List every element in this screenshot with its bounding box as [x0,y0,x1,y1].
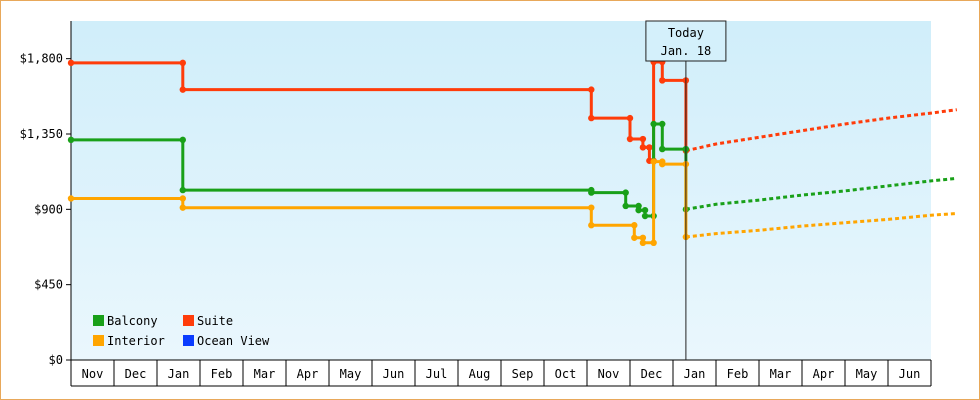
suite-point [646,144,653,151]
month-label: Jun [899,367,921,381]
balcony-point [659,145,666,153]
balcony-point [641,212,649,220]
suite-point [626,114,634,122]
today-callout-date: Jan. 18 [661,44,712,58]
interior-point [639,234,647,241]
month-label: Aug [469,367,491,381]
y-axis: $0 $450 $900 $1,350 $1,800 [20,21,72,367]
suite-point [179,86,186,93]
balcony-point [650,120,657,128]
month-label: May [340,367,362,381]
month-label: Feb [211,367,233,381]
interior-point [639,239,647,247]
legend-label-interior: Interior [107,334,165,348]
legend-swatch-interior [93,335,104,346]
suite-point [659,77,666,84]
interior-point [659,160,666,168]
interior-point [588,204,595,211]
suite-point [179,59,186,67]
month-label: Dec [641,367,663,381]
interior-point [631,234,638,241]
series-lines [67,58,957,247]
suite-point [639,135,647,143]
legend-swatch-balcony [93,315,104,326]
y-tick-label: $900 [34,202,63,216]
interior-point [588,222,595,229]
month-label: Mar [770,367,792,381]
y-tick-label: $0 [49,353,63,367]
month-label: Sep [512,367,534,381]
legend-label-suite: Suite [197,314,233,328]
month-label: Jul [426,367,448,381]
month-label: Jun [383,367,405,381]
balcony-point [659,120,666,128]
legend-swatch-ocean_view [183,335,194,346]
balcony-point [179,136,186,144]
balcony-point [622,202,629,210]
suite-point [639,144,647,151]
month-label: Apr [813,367,835,381]
legend-label-ocean_view: Ocean View [197,334,270,348]
suite-point [588,86,595,93]
interior-point [179,204,186,211]
month-label: May [856,367,878,381]
month-label: Nov [598,367,620,381]
month-label: Jan [684,367,706,381]
balcony-point [622,189,629,196]
month-label: Mar [254,367,276,381]
balcony-forecast-line [685,176,957,211]
y-tick-label: $1,800 [20,52,63,66]
balcony-point [179,186,186,194]
balcony-point [641,206,649,214]
month-label: Dec [125,367,147,381]
balcony-point [67,136,75,144]
interior-point [179,195,186,202]
y-tick-label: $450 [34,278,63,292]
suite-point [67,59,75,67]
interior-point [650,158,657,165]
legend: Balcony Suite Interior Ocean View [93,314,270,348]
suite-forecast-line [685,108,957,153]
interior-forecast-line [685,212,957,239]
x-axis: Nov Dec Jan Feb Mar Apr May Jun Jul Aug Sep Oct Nov D… [70,359,932,387]
month-label: Feb [727,367,749,381]
y-tick-label: $1,350 [20,127,63,141]
balcony-point [635,206,642,214]
legend-label-balcony: Balcony [107,314,158,328]
today-callout-box [645,20,727,62]
interior-point [631,222,638,229]
legend-swatch-suite [183,315,194,326]
today-callout-label: Today [668,26,704,40]
month-label: Nov [82,367,104,381]
suite-point [626,135,634,143]
month-label: Jan [168,367,190,381]
suite-point [588,114,595,122]
today-marker: Today Jan. 18 [645,20,727,360]
month-label: Oct [555,367,577,381]
interior-point [650,239,657,247]
interior-point [67,195,75,202]
month-label: Apr [297,367,319,381]
balcony-point [588,189,595,196]
